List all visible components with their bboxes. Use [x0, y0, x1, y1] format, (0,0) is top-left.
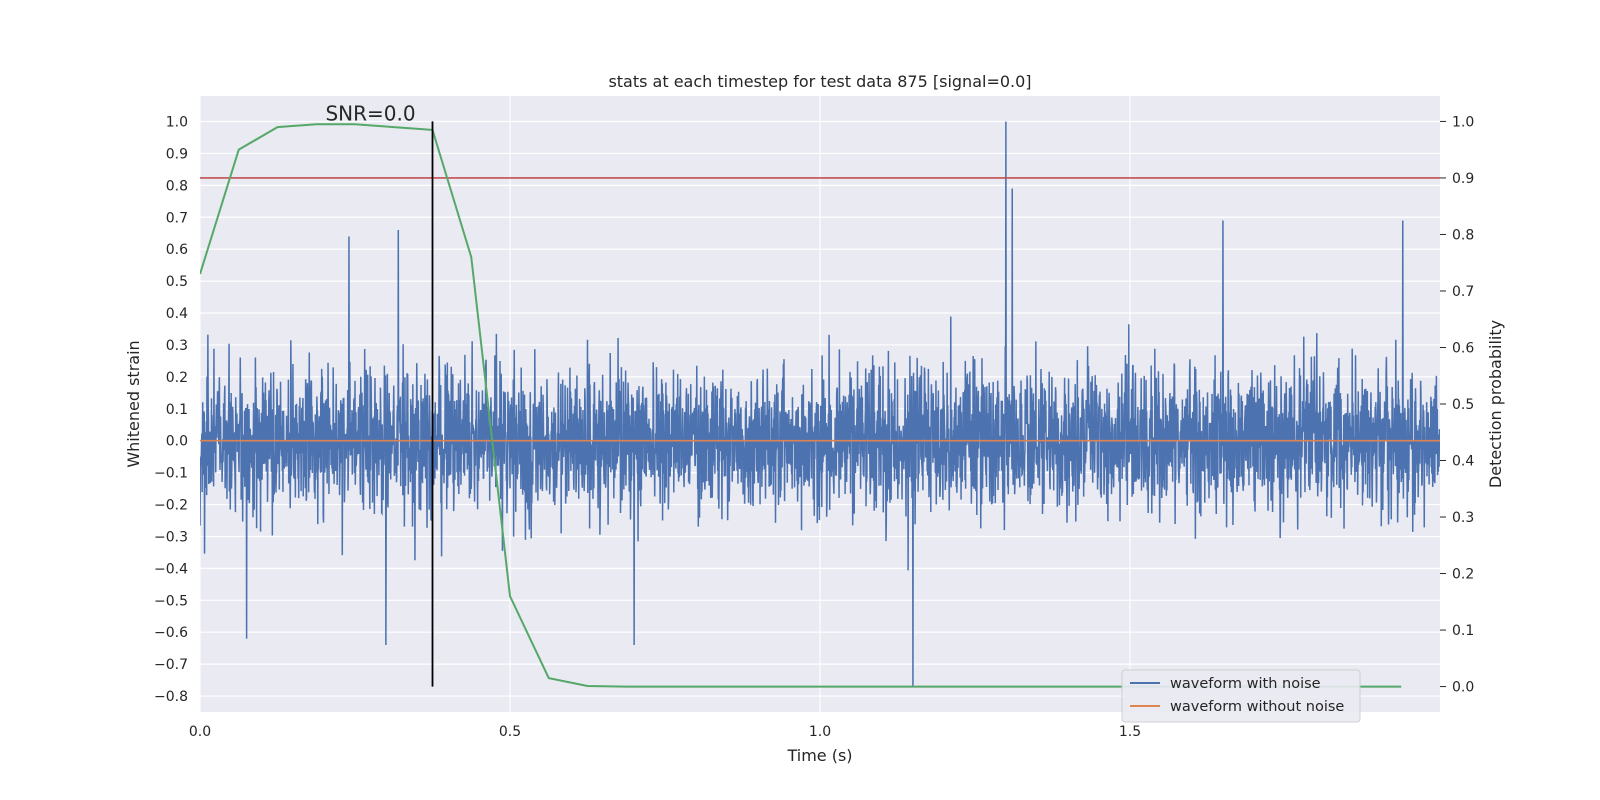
y-axis-label-left: Whitened strain: [124, 340, 143, 467]
y-tick-label-right: 0.0: [1452, 680, 1474, 696]
snr-annotation: SNR=0.0: [325, 101, 415, 125]
y-tick-label-right: 0.6: [1452, 340, 1474, 356]
y-tick-label-left: −0.8: [154, 689, 188, 705]
y-tick-label-left: −0.2: [154, 498, 188, 514]
series-layer: [200, 121, 1440, 688]
y-tick-label-right: 1.0: [1452, 114, 1474, 130]
chart-title: stats at each timestep for test data 875…: [608, 72, 1031, 91]
y-tick-label-right: 0.4: [1452, 454, 1474, 470]
y-tick-label-left: −0.1: [154, 466, 188, 482]
y-tick-label-right: 0.5: [1452, 397, 1474, 413]
y-tick-label-left: −0.6: [154, 625, 188, 641]
y-tick-label-left: 0.1: [166, 402, 188, 418]
left-axis-ticks: 1.0 0.9 0.8 0.7 0.6 0.5 0.4 0.3 0.2 0.1 0.0 −0.1 −0.…: [154, 115, 188, 706]
y-tick-label-right: 0.7: [1452, 284, 1474, 300]
y-tick-label-right: 0.9: [1452, 171, 1474, 187]
y-tick-label-left: 0.2: [166, 370, 188, 386]
y-tick-label-left: 0.0: [166, 434, 188, 450]
x-axis-ticks: 0.0 0.5 1.0 1.5: [189, 724, 1141, 740]
y-tick-label-left: −0.7: [154, 657, 188, 673]
x-axis-label: Time (s): [786, 746, 852, 765]
legend-box: [1121, 669, 1361, 723]
legend-label-noise: waveform with noise: [1170, 676, 1321, 692]
y-tick-label-right: 0.3: [1452, 510, 1474, 526]
y-axis-label-right: Detection probability: [1486, 320, 1505, 488]
x-tick-label: 1.5: [1119, 724, 1141, 740]
legend-label-clean: waveform without noise: [1170, 699, 1344, 715]
y-tick-label-left: 0.7: [166, 210, 188, 226]
y-tick-label-left: −0.4: [154, 561, 188, 577]
y-tick-label-left: 0.4: [166, 306, 188, 322]
y-tick-label-right: 0.2: [1452, 567, 1474, 583]
y-tick-label-left: 1.0: [166, 115, 188, 131]
x-tick-label: 0.5: [499, 724, 521, 740]
y-tick-label-left: 0.9: [166, 146, 188, 162]
y-tick-label-left: −0.3: [154, 529, 188, 545]
x-tick-label: 0.0: [189, 724, 211, 740]
legend: waveform with noise waveform without noi…: [1121, 669, 1361, 723]
y-tick-label-left: 0.3: [166, 338, 188, 354]
y-tick-label-right: 0.1: [1452, 623, 1474, 639]
y-tick-label-left: 0.6: [166, 242, 188, 258]
y-tick-label-right: 0.8: [1452, 227, 1474, 243]
series-waveform-with-noise: [200, 121, 1440, 687]
x-tick-label: 1.0: [809, 724, 831, 740]
right-axis-ticks: 1.0 0.9 0.8 0.7 0.6 0.5 0.4 0.3 0.2 0.1 0.0: [1440, 114, 1474, 696]
y-tick-label-left: 0.5: [166, 274, 188, 290]
y-tick-label-left: 0.8: [166, 178, 188, 194]
y-tick-label-left: −0.5: [154, 593, 188, 609]
